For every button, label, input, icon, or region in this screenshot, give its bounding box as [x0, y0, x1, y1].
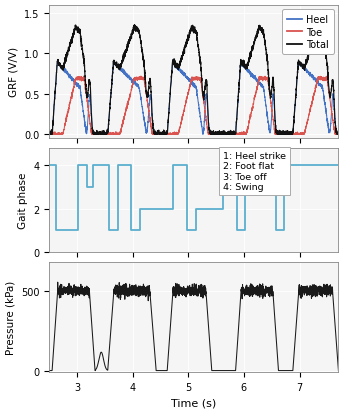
- Text: 1: Heel strike
2: Foot flat
3: Toe off
4: Swing: 1: Heel strike 2: Foot flat 3: Toe off 4…: [223, 152, 286, 192]
- Y-axis label: GRF (V/V): GRF (V/V): [9, 47, 19, 97]
- X-axis label: Time (s): Time (s): [171, 397, 216, 408]
- Y-axis label: Gait phase: Gait phase: [18, 172, 28, 229]
- Legend: Heel, Toe, Total: Heel, Toe, Total: [282, 10, 334, 55]
- Y-axis label: Pressure (kPa): Pressure (kPa): [6, 280, 15, 354]
